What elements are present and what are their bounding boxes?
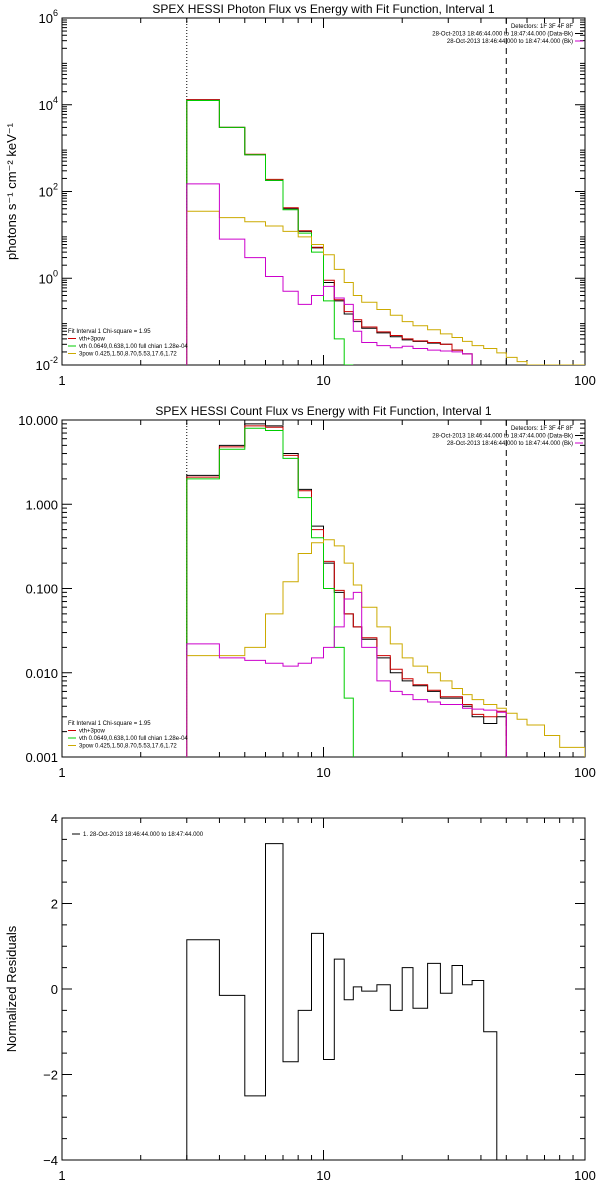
series-group — [186, 423, 585, 757]
y-tick-label: −2 — [43, 1068, 58, 1083]
series-line-2 — [186, 100, 354, 365]
y-tick-exponent: 2 — [53, 182, 58, 192]
y-tick-exponent: -2 — [50, 355, 58, 365]
x-tick-label: 10 — [316, 373, 330, 388]
legend-entry: vth+3pow — [79, 337, 106, 343]
y-tick-label: 0.100 — [25, 582, 58, 597]
series-line-3 — [186, 210, 585, 365]
series-line-4 — [186, 591, 507, 757]
y-tick-label: 106 — [39, 8, 58, 26]
legend-entry: 28-Oct-2013 18:46:44.000 to 18:47:44.000… — [432, 434, 573, 440]
y-tick-label: 1.000 — [25, 497, 58, 512]
y-tick-label: 0 — [51, 982, 58, 997]
series-line-1 — [186, 99, 473, 365]
legend-entry: 3pow 0.425,1.50,8.70,5.53,17.6,1.72 — [79, 352, 177, 358]
series-line-3 — [186, 539, 585, 757]
y-tick-exponent: 6 — [53, 8, 58, 18]
y-tick-label: 2 — [51, 897, 58, 912]
y-tick-label: 100 — [39, 268, 58, 286]
chart-title: SPEX HESSI Count Flux vs Energy with Fit… — [155, 404, 491, 418]
y-axis-label: Normalized Residuals — [4, 925, 19, 1052]
residuals-panel: 1 10 100 −4 −2 0 2 4 Normalized Residuals 1. 28-O… — [4, 811, 596, 1183]
y-tick-base: 10 — [39, 271, 53, 286]
x-tick-label: 1 — [58, 1168, 65, 1183]
series-line-0 — [186, 423, 507, 757]
y-tick-label: 10-2 — [36, 355, 58, 373]
y-tick-label: 104 — [39, 95, 58, 113]
series-line-1 — [186, 425, 507, 757]
y-tick-exponent: 0 — [53, 268, 58, 278]
legend-entry: 28-Oct-2013 18:46:44.000 to 18:47:44.000… — [447, 441, 573, 447]
series-line-2 — [186, 427, 354, 757]
series-group — [186, 843, 498, 1160]
y-tick-base: 10 — [36, 358, 50, 373]
chart-title: SPEX HESSI Photon Flux vs Energy with Fi… — [152, 2, 494, 16]
y-tick-exponent: 4 — [53, 95, 58, 105]
legend-entry: Detectors: 1F 3F 4F 8F — [511, 426, 573, 432]
y-tick-label: −4 — [43, 1153, 58, 1168]
legend-entry: 28-Oct-2013 18:46:44.000 to 18:47:44.000… — [432, 32, 573, 38]
legend-entry: Fit Interval 1 Chi-square = 1.95 — [68, 721, 151, 727]
y-tick-label: 4 — [51, 811, 58, 826]
x-tick-label: 100 — [574, 1168, 596, 1183]
legend-entry: 3pow 0.425,1.50,8.70,5.53,17.6,1.72 — [79, 744, 177, 750]
series-group — [186, 99, 585, 365]
x-tick-label: 1 — [58, 765, 65, 780]
legend-entry: Fit Interval 1 Chi-square = 1.95 — [68, 329, 151, 335]
y-tick-label: 10.000 — [18, 413, 58, 428]
y-tick-base: 10 — [39, 11, 53, 26]
legend-entry: vth 0.0649,0.638,1.00 full chian 1.28e-0… — [79, 344, 188, 350]
x-tick-label: 10 — [316, 765, 330, 780]
y-tick-base: 10 — [39, 98, 53, 113]
series-line-0 — [186, 843, 498, 1160]
x-tick-label: 100 — [574, 765, 596, 780]
legend-entry: 28-Oct-2013 18:46:44.000 to 18:47:44.000… — [447, 39, 573, 45]
count-flux-panel: SPEX HESSI Count Flux vs Energy with Fit… — [18, 404, 596, 780]
y-axis-label: photons s⁻¹ cm⁻² keV⁻¹ — [4, 122, 19, 260]
photon-flux-panel: SPEX HESSI Photon Flux vs Energy with Fi… — [4, 2, 596, 388]
legend-entry: vth+3pow — [79, 729, 106, 735]
y-tick-label: 102 — [39, 182, 58, 200]
y-tick-base: 10 — [39, 185, 53, 200]
x-tick-label: 10 — [316, 1168, 330, 1183]
series-line-4 — [186, 183, 473, 365]
x-tick-label: 1 — [58, 373, 65, 388]
legend-entry: 1. 28-Oct-2013 18:46:44.000 to 18:47:44.… — [83, 832, 204, 838]
x-tick-label: 100 — [574, 373, 596, 388]
series-line-0 — [186, 99, 473, 365]
legend-entry: Detectors: 1F 3F 4F 8F — [511, 24, 573, 30]
y-tick-label: 0.001 — [25, 750, 58, 765]
legend-entry: vth 0.0649,0.638,1.00 full chian 1.28e-0… — [79, 736, 188, 742]
y-tick-label: 0.010 — [25, 666, 58, 681]
